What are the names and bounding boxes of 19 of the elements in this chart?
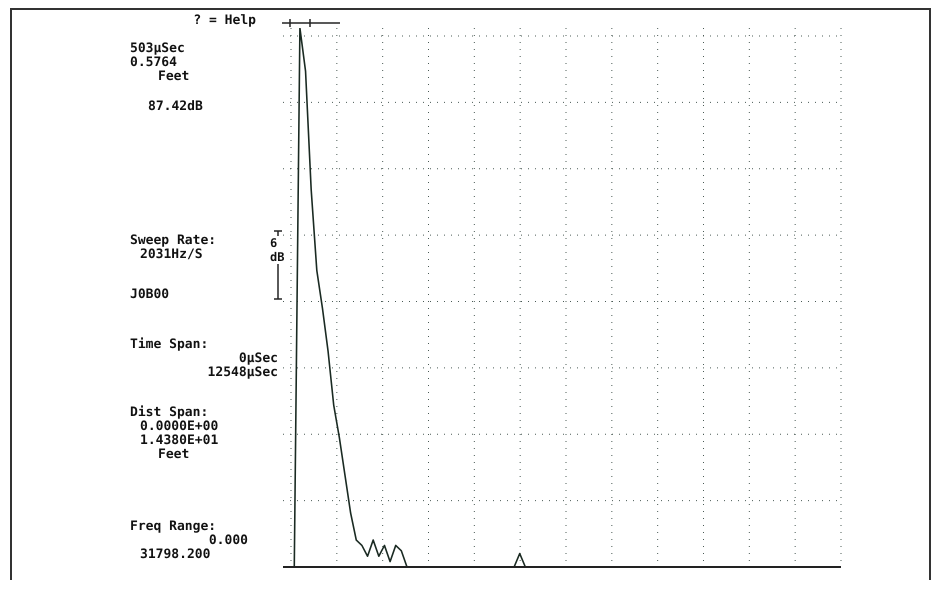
- text: 0.5764: [130, 55, 177, 70]
- text: 31798.200: [140, 547, 210, 562]
- text: Feet: [158, 69, 190, 84]
- annotation: 6 dB: [270, 236, 288, 264]
- text: 2031Hz/S: [140, 247, 203, 262]
- text: Time Span:: [130, 337, 208, 352]
- text: 87.42dB: [148, 99, 203, 114]
- text: Dist Span:: [130, 405, 208, 420]
- text: 0.000: [208, 533, 248, 548]
- text: 12548µSec: [208, 365, 278, 380]
- text: 503µSec: [130, 41, 185, 56]
- text: ? = Help: [193, 13, 256, 28]
- text: 1.4380E+01: [140, 433, 218, 448]
- text: 0µSec: [238, 351, 278, 366]
- text: 0.0000E+00: [140, 419, 218, 434]
- text: Feet: [158, 447, 190, 462]
- text: Freq Range:: [130, 519, 216, 534]
- text: J0B00: [130, 287, 170, 302]
- text: Sweep Rate:: [130, 233, 216, 248]
